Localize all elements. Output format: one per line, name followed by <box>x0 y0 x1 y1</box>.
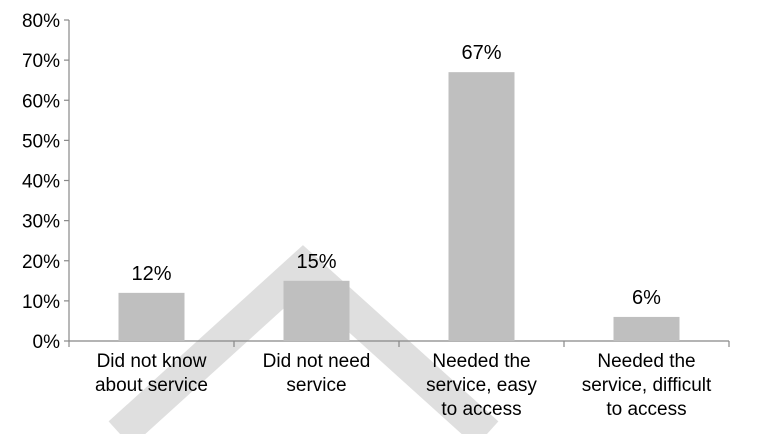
watermark-shape <box>108 245 499 439</box>
chart-labels: 12% Did not know about service 15% Did not n… <box>95 42 712 420</box>
bar-series <box>118 72 680 341</box>
bar <box>283 280 350 341</box>
category-label: Needed the <box>597 351 695 372</box>
category-label: to access <box>441 399 521 420</box>
data-label: 12% <box>131 263 171 285</box>
category-label: Did not know <box>97 351 207 372</box>
category-label: service <box>286 375 346 396</box>
y-tick-label: 0% <box>33 332 61 353</box>
y-tick-label: 80% <box>22 11 60 32</box>
category-label: service, difficult <box>582 375 712 396</box>
y-tick-label: 70% <box>22 51 60 72</box>
y-tick-label: 40% <box>22 172 60 193</box>
data-label: 6% <box>632 287 661 309</box>
category-label: service, easy <box>426 375 537 396</box>
data-label: 15% <box>296 251 336 273</box>
bar <box>448 72 515 341</box>
y-tick-label: 50% <box>22 131 60 152</box>
data-label: 67% <box>461 42 501 64</box>
y-tick-label: 60% <box>22 91 60 112</box>
y-tick-label: 10% <box>22 292 60 313</box>
category-label: about service <box>95 375 208 396</box>
watermark-chevron <box>108 245 499 439</box>
bar <box>613 316 680 341</box>
bar <box>118 292 185 341</box>
category-label: to access <box>606 399 686 420</box>
y-tick-label: 20% <box>22 252 60 273</box>
category-label: Needed the <box>432 351 530 372</box>
y-tick-label: 30% <box>22 212 60 233</box>
category-label: Did not need <box>263 351 371 372</box>
